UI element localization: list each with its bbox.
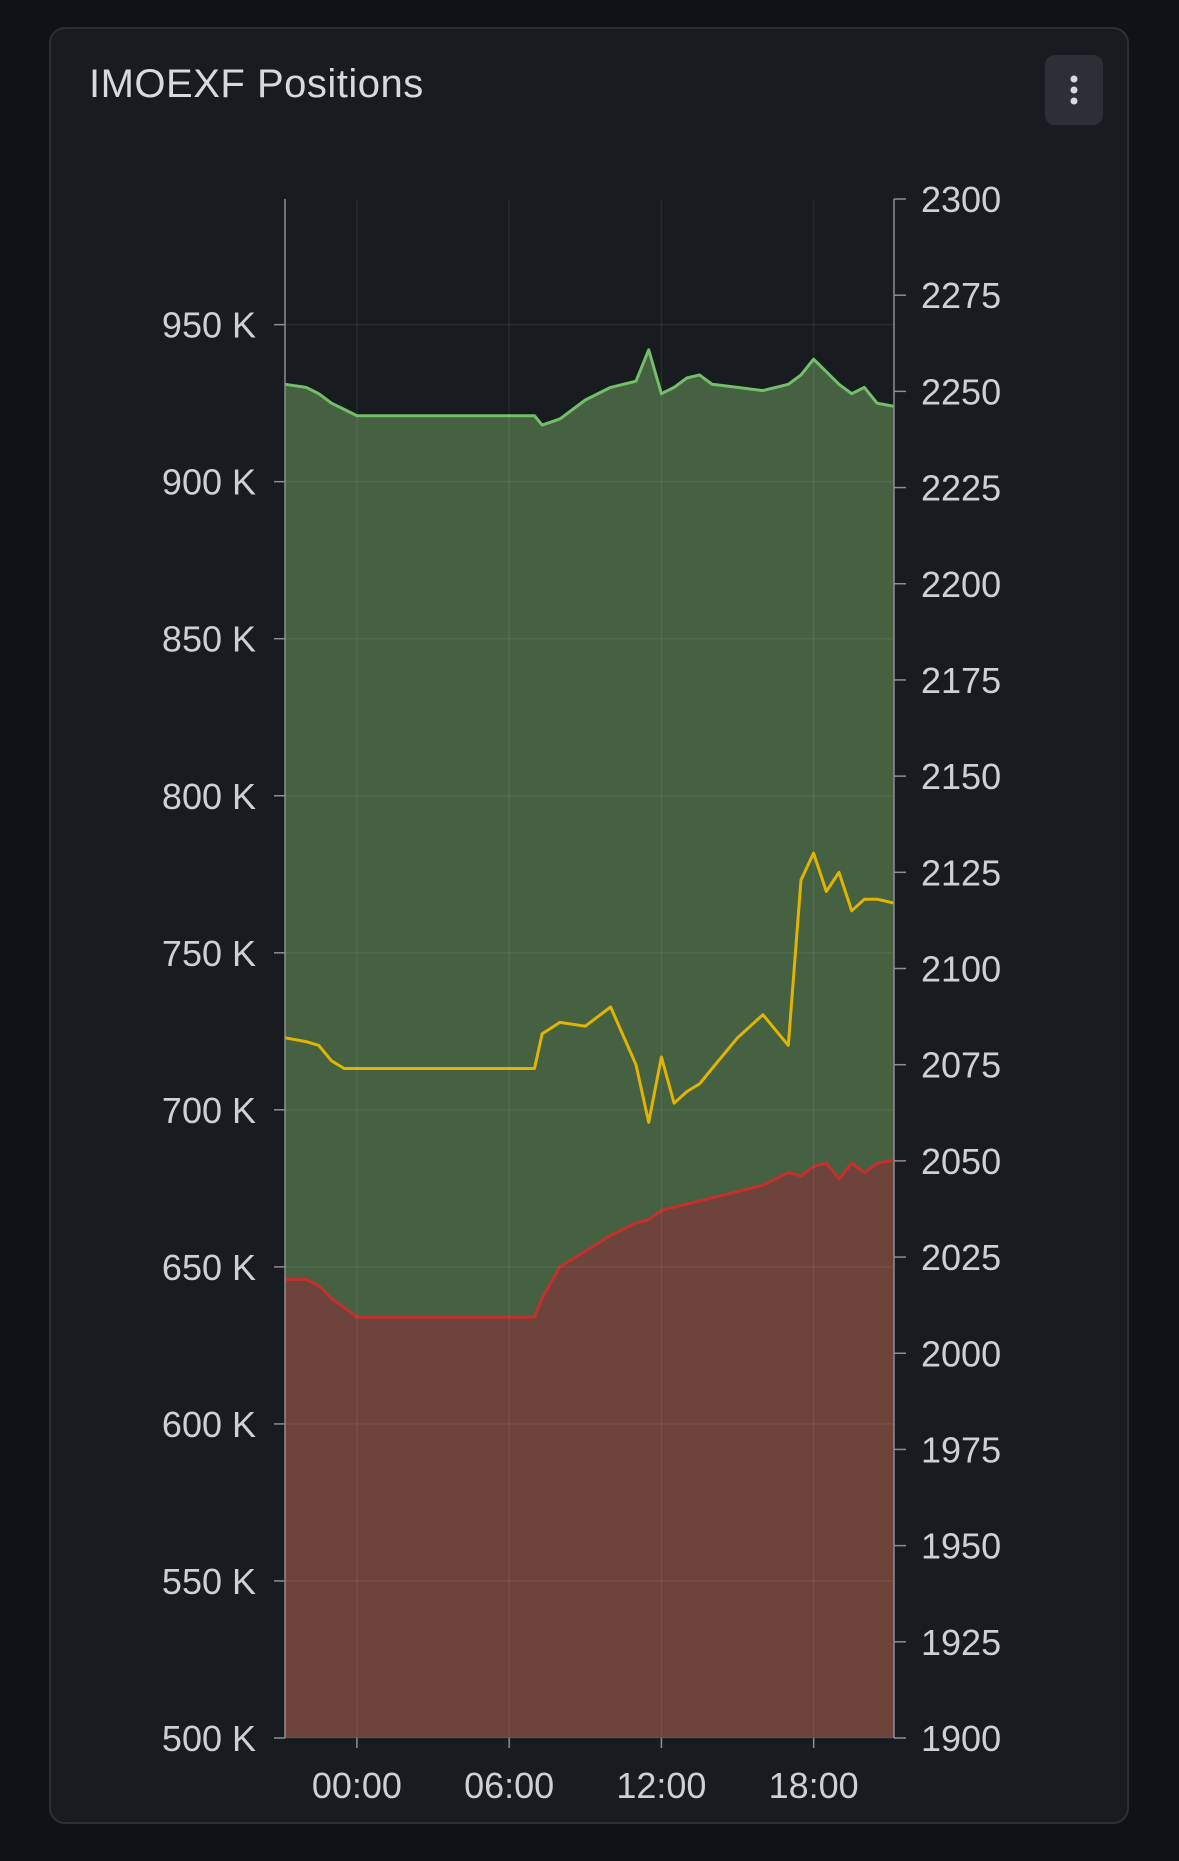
x-tick-label: 12:00 [616, 1765, 706, 1806]
y-right-tick-label: 1975 [921, 1429, 1001, 1470]
y-right-tick-label: 2300 [921, 179, 1001, 220]
series-1-line [285, 1158, 895, 1319]
x-tick-label: 06:00 [464, 1765, 554, 1806]
y-right-tick-label: 2025 [921, 1237, 1001, 1278]
series-2-line [284, 851, 895, 1124]
series-1-area [285, 1160, 895, 1738]
y-right-tick-label: 1925 [921, 1622, 1001, 1663]
y-right-tick-label: 2200 [921, 564, 1001, 605]
x-tick-label: 00:00 [312, 1765, 402, 1806]
y-left-tick-label: 900 K [162, 462, 256, 503]
chart-tick-labels: 500 K 550 K 600 K 650 K 700 K 750 K 800 K 850 K… [162, 179, 1001, 1806]
y-right-tick-label: 2150 [921, 756, 1001, 797]
panel-menu-button[interactable] [1045, 55, 1103, 125]
y-right-tick-label: 2225 [921, 468, 1001, 509]
y-left-tick-label: 750 K [162, 933, 256, 974]
y-left-tick-label: 800 K [162, 776, 256, 817]
y-left-tick-label: 550 K [162, 1561, 256, 1602]
kebab-menu-icon [1070, 75, 1078, 105]
y-right-tick-label: 2000 [921, 1333, 1001, 1374]
chart-lines [284, 348, 895, 1319]
y-right-tick-label: 2175 [921, 660, 1001, 701]
panel-title: IMOEXF Positions [89, 62, 424, 106]
y-left-tick-label: 950 K [162, 305, 256, 346]
y-right-tick-label: 2050 [921, 1141, 1001, 1182]
y-right-tick-label: 2250 [921, 371, 1001, 412]
y-left-tick-label: 650 K [162, 1247, 256, 1288]
y-right-tick-label: 1950 [921, 1526, 1001, 1567]
chart-areas [285, 349, 895, 1738]
y-left-tick-label: 700 K [162, 1090, 256, 1131]
y-right-tick-label: 1900 [921, 1718, 1001, 1759]
y-right-tick-label: 2275 [921, 275, 1001, 316]
y-left-tick-label: 850 K [162, 619, 256, 660]
x-tick-label: 18:00 [769, 1765, 859, 1806]
y-right-tick-label: 2100 [921, 949, 1001, 990]
series-0-line [284, 348, 895, 427]
y-left-tick-label: 600 K [162, 1404, 256, 1445]
y-right-tick-label: 2075 [921, 1045, 1001, 1086]
chart-axes [274, 198, 906, 1748]
chart-grid [285, 199, 894, 1739]
y-right-tick-label: 2125 [921, 852, 1001, 893]
y-left-tick-label: 500 K [162, 1718, 256, 1759]
